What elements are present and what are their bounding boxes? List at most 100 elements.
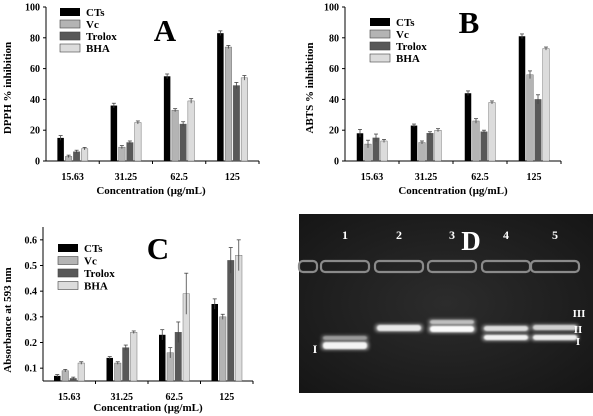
panel-a-x-tick-label: 15.63 <box>61 172 84 183</box>
dna-band <box>533 335 577 340</box>
lane-label: 4 <box>503 228 509 242</box>
panel-a-error-bar <box>74 149 79 154</box>
panel-b-error-bar <box>520 33 524 39</box>
panel-a-error-bar <box>66 154 71 158</box>
panel-b-legend-swatch <box>369 41 391 51</box>
band-label-left-i: I <box>313 342 318 356</box>
panel-a-y-tick-label: 20 <box>30 126 40 137</box>
panel-b-error-bar <box>466 90 470 96</box>
panel-b-x-tick-label: 62.5 <box>471 172 489 183</box>
panel-c-bar <box>211 304 218 381</box>
panel-b-y-tick-label: 100 <box>324 3 339 14</box>
panel-c-x-axis-label: Concentration (µg/mL) <box>93 402 203 414</box>
panel-a-bar <box>240 77 248 162</box>
panel-a-error-bar <box>127 140 132 145</box>
panel-a-y-tick-label: 100 <box>25 3 40 14</box>
band-label-i: I <box>576 336 580 348</box>
panel-b-bar <box>410 125 418 161</box>
panel-a-error-bar <box>234 82 239 89</box>
lane-label: 2 <box>396 228 402 242</box>
panel-a-legend-label: Trolox <box>86 31 117 43</box>
panel-a-error-bar <box>119 145 124 149</box>
panel-b-error-bar <box>428 131 432 135</box>
panel-a-error-bar <box>218 30 223 36</box>
panel-a-bar <box>110 105 118 161</box>
gel-well <box>297 259 319 274</box>
panel-c-bar <box>130 332 138 382</box>
panel-c-legend-swatch <box>57 268 79 278</box>
panel-b-y-tick-label: 80 <box>329 33 339 44</box>
dna-band <box>430 326 474 332</box>
panel-a-y-tick-label: 80 <box>30 33 40 44</box>
panel-b-bar <box>518 36 526 162</box>
gel-well <box>426 259 478 274</box>
panel-b-error-bar <box>412 123 416 128</box>
panel-a-bar <box>134 122 142 162</box>
dna-band <box>323 336 367 340</box>
lane-label: 1 <box>342 228 348 242</box>
panel-b-bar <box>472 120 480 162</box>
panel-c-x-tick-label: 62.5 <box>166 392 184 403</box>
panel-b-legend-swatch <box>369 53 391 63</box>
lane-label: 5 <box>552 228 558 242</box>
panel-a-error-bar <box>181 121 186 127</box>
panel-a-bar <box>187 100 195 162</box>
panel-c-legend-label: Trolox <box>84 268 115 280</box>
panel-a-error-bar <box>82 147 87 150</box>
panel-c-legend-swatch <box>57 256 79 265</box>
panel-c-error-bar <box>115 361 120 365</box>
panel-a-legend-label: Vc <box>86 19 99 31</box>
panel-c-error-bar <box>55 374 60 378</box>
panel-b-bar <box>526 74 534 162</box>
panel-a-error-bar <box>135 120 140 125</box>
panel-c-y-tick-label: 0.6 <box>25 235 38 246</box>
panel-a-bar <box>118 146 126 162</box>
panel-b-error-bar <box>358 129 362 138</box>
dna-band <box>484 335 528 340</box>
panel-b-error-bar <box>528 70 532 79</box>
gel-well <box>529 259 581 274</box>
panel-a-bar <box>171 109 179 162</box>
panel-b-error-bar <box>474 118 478 124</box>
panel-b-error-bar <box>536 94 540 105</box>
panel-c-x-tick-label: 31.25 <box>111 392 134 403</box>
panel-a-error-bar <box>58 135 63 141</box>
panel-c-bar <box>219 316 227 382</box>
panel-c-error-bar <box>212 298 217 310</box>
dna-band <box>484 326 528 331</box>
panel-c-error-bar <box>123 344 128 351</box>
panel-b-x-axis-label: Concentration (µg/mL) <box>398 185 508 197</box>
panel-b-bar <box>480 131 488 162</box>
panel-c-error-bar <box>79 361 84 365</box>
panel-a-label: A <box>154 13 177 48</box>
panel-b-legend-swatch <box>370 18 390 26</box>
panel-a-x-tick-label: 62.5 <box>170 172 188 183</box>
gel-well <box>319 259 371 274</box>
panel-c-error-bar <box>220 313 225 320</box>
panel-c-x-tick-label: 15.63 <box>58 392 81 403</box>
panel-c-legend-swatch <box>58 244 78 252</box>
panel-c-y-tick-label: 0.1 <box>25 364 38 375</box>
panel-b-x-tick-label: 15.63 <box>361 172 384 183</box>
panel-c-error-bar <box>63 369 68 373</box>
panel-a-bar <box>232 85 240 162</box>
panel-b-label: B <box>459 5 480 40</box>
panel-c-error-bar <box>184 272 189 315</box>
panel-a-legend-label: BHA <box>86 43 110 55</box>
panel-a-legend-swatch <box>59 43 81 53</box>
panel-a-error-bar <box>173 108 178 112</box>
panel-c-x-tick-label: 125 <box>219 392 234 403</box>
panel-c-legend-swatch <box>57 281 79 290</box>
chart-panel-a: 0 20 40 60 80 100 15.63 31.25 62.5 125 CTsVcTrolox… <box>2 3 260 197</box>
panel-c-bar <box>122 347 130 382</box>
panel-b-y-tick-label: 20 <box>329 126 339 137</box>
panel-c-legend-label: CTs <box>84 243 103 255</box>
panel-b-error-bar <box>420 140 424 145</box>
lane-label: 3 <box>449 228 455 242</box>
panel-a-legend-swatch <box>59 31 81 41</box>
panel-b-bar <box>464 93 472 161</box>
panel-b-error-bar <box>374 133 378 142</box>
